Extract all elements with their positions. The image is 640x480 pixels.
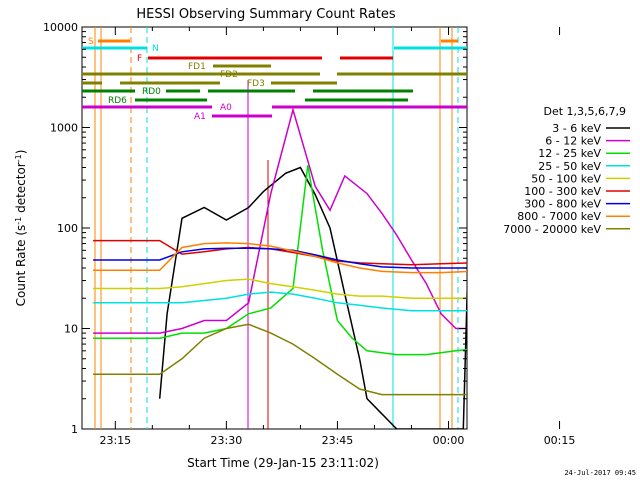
series-line-8 — [93, 323, 467, 396]
flag-label-fd1: FD1 — [188, 62, 206, 72]
generation-timestamp: 24-Jul-2017 09:45 — [564, 469, 636, 477]
series-line-4 — [93, 278, 467, 299]
x-tick-label: 00:15 — [544, 434, 576, 447]
flag-label-fd2: FD2 — [220, 70, 238, 80]
legend-label: 6 - 12 keV — [545, 135, 601, 148]
legend-label: 100 - 300 keV — [524, 185, 601, 198]
legend-title: Det 1,3,5,6,7,9 — [543, 105, 626, 118]
x-tick-label: 23:45 — [322, 434, 354, 447]
flag-label-a0: A0 — [220, 103, 232, 113]
y-tick-label: 100 — [57, 222, 78, 235]
series-line-2 — [93, 165, 467, 356]
flag-label-rd0: RD0 — [142, 87, 161, 97]
x-tick-label: 00:00 — [433, 434, 465, 447]
flag-label-a1: A1 — [194, 112, 206, 122]
flag-bars — [82, 39, 467, 118]
x-axis-title: Start Time (29-Jan-15 23:11:02) — [187, 456, 379, 470]
series-line-6 — [93, 247, 467, 269]
x-tick-label: 23:30 — [211, 434, 243, 447]
series-layer — [93, 106, 467, 429]
flag-label-f: F — [137, 54, 142, 64]
series-line-7 — [93, 242, 467, 274]
y-axis-title: Count Rate (s-1 detector-1) — [14, 150, 28, 307]
flag-label-s: S — [88, 37, 94, 47]
x-tick-label: 23:15 — [99, 434, 131, 447]
flag-label-rd6: RD6 — [108, 96, 127, 106]
series-line-3 — [93, 291, 467, 312]
y-tick-label: 1000 — [50, 122, 78, 135]
chart-title: HESSI Observing Summary Count Rates — [136, 7, 395, 22]
flag-label-n: N — [152, 44, 159, 54]
y-tick-label: 10000 — [43, 21, 78, 34]
series-line-1 — [93, 106, 467, 334]
flag-labels: S N F FD1 FD2 FD3 RD0 RD6 A0 A1 — [88, 37, 265, 122]
flag-label-fd3: FD3 — [247, 79, 265, 89]
series-line-0 — [158, 166, 467, 429]
legend-label: 3 - 6 keV — [552, 122, 601, 135]
legend-label: 7000 - 20000 keV — [503, 223, 601, 236]
axis-layer: 1 10 100 1000 10000 23:15 23:30 23:45 00:00 00:15… — [43, 21, 576, 447]
y-tick-label: 10 — [64, 323, 78, 336]
legend-label: 12 - 25 keV — [538, 147, 601, 160]
legend-label: 800 - 7000 keV — [517, 210, 601, 223]
legend-label: 50 - 100 keV — [531, 172, 601, 185]
y-tick-label: 1 — [71, 423, 78, 436]
legend-label: 300 - 800 keV — [524, 198, 601, 211]
legend-label: 25 - 50 keV — [538, 160, 601, 173]
